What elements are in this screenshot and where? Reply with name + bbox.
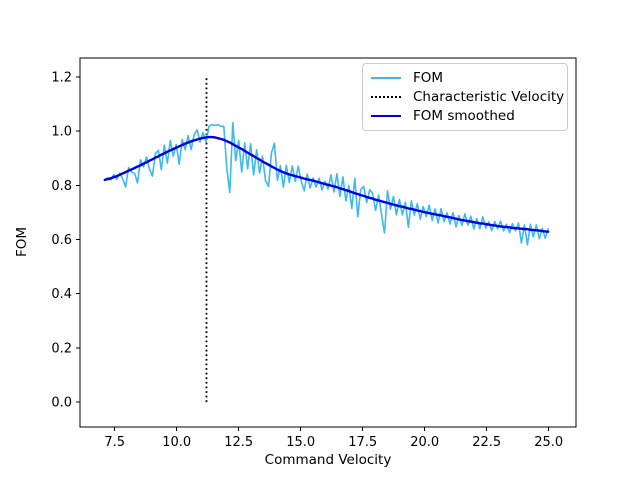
legend-entry-fom: FOM xyxy=(371,69,559,88)
x-tick-label: 22.5 xyxy=(472,435,501,450)
y-axis-ticks: 0.0 0.2 0.4 0.6 0.8 1.0 1.2 xyxy=(51,70,80,411)
x-tick-label: 10.0 xyxy=(162,435,191,450)
x-tick-label: 17.5 xyxy=(348,435,377,450)
legend: FOM Characteristic Velocity FOM smoothed xyxy=(362,63,568,131)
characteristic-velocity-line-sample xyxy=(371,96,401,98)
legend-entry-fom-smoothed: FOM smoothed xyxy=(371,106,559,125)
fom-line-sample xyxy=(371,77,401,80)
x-tick-label: 25.0 xyxy=(534,435,563,450)
fom-smoothed-line-sample xyxy=(371,114,401,117)
x-tick-label: 20.0 xyxy=(410,435,439,450)
y-tick-label: 0.8 xyxy=(51,179,72,194)
y-tick-label: 1.0 xyxy=(51,125,72,140)
fom-smoothed-series-line xyxy=(103,135,550,233)
x-tick-label: 12.5 xyxy=(224,435,253,450)
y-tick-label: 1.2 xyxy=(51,70,72,85)
y-tick-label: 0.0 xyxy=(51,396,72,411)
x-tick-label: 15.0 xyxy=(286,435,315,450)
x-axis-ticks: 7.5 10.0 12.5 15.0 17.5 20.0 22.5 25.0 xyxy=(104,427,563,450)
y-tick-label: 0.6 xyxy=(51,233,72,248)
y-tick-label: 0.2 xyxy=(51,341,72,356)
y-axis-label: FOM xyxy=(14,227,30,257)
y-tick-label: 0.4 xyxy=(51,287,72,302)
legend-label: FOM smoothed xyxy=(413,107,515,124)
axes-border xyxy=(79,57,577,428)
legend-label: Characteristic Velocity xyxy=(413,89,565,105)
x-axis-label: Command Velocity xyxy=(265,452,392,468)
legend-entry-characteristic-velocity: Characteristic Velocity xyxy=(371,88,564,107)
x-tick-label: 7.5 xyxy=(104,435,125,450)
legend-label: FOM xyxy=(413,70,444,87)
